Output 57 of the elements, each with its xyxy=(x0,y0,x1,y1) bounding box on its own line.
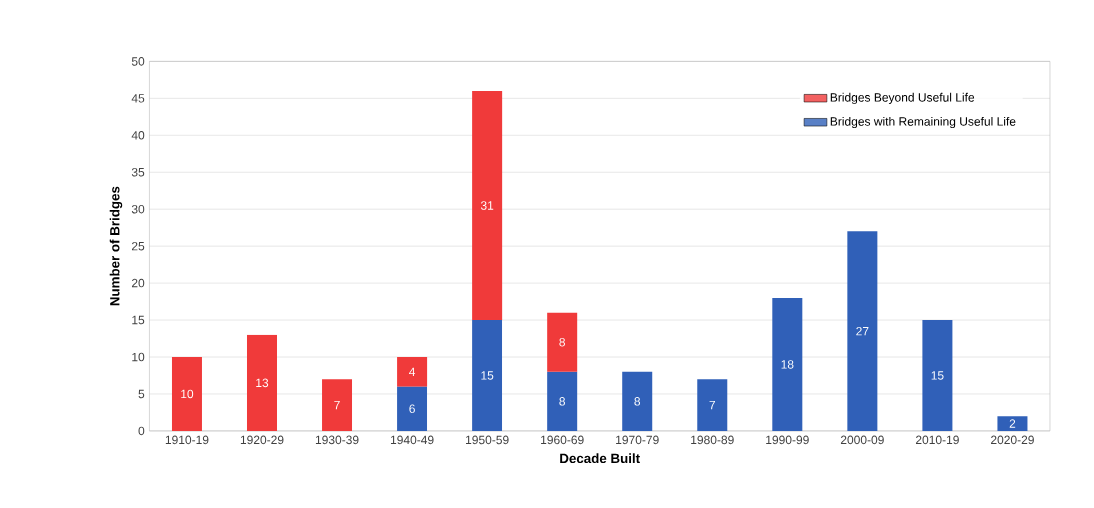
y-tick-label: 25 xyxy=(131,241,145,251)
y-tick-label: 50 xyxy=(131,56,145,66)
data-label: 8 xyxy=(559,337,565,347)
x-tick-label: 1970-79 xyxy=(616,435,659,444)
y-tick-label: 45 xyxy=(131,94,145,103)
data-label: 8 xyxy=(634,396,641,406)
data-label: 31 xyxy=(480,201,494,210)
x-tick-label: 2000-09 xyxy=(840,435,884,444)
bar xyxy=(472,319,503,431)
y-tick-label: 10 xyxy=(132,352,145,362)
data-label: 15 xyxy=(481,371,494,380)
y-tick-label: 40 xyxy=(131,130,145,140)
bar xyxy=(397,356,428,387)
x-tick-label: 1930-39 xyxy=(315,435,359,444)
x-tick-label: 1920-29 xyxy=(240,435,284,444)
x-tick-label: 2020-29 xyxy=(991,435,1034,444)
x-tick-label: 2010-19 xyxy=(915,435,959,444)
data-label: 7 xyxy=(334,400,340,410)
bar xyxy=(397,386,428,431)
data-label: 27 xyxy=(856,326,869,336)
data-label: 7 xyxy=(709,400,715,410)
data-label: 15 xyxy=(931,371,944,380)
data-label: 6 xyxy=(409,404,415,413)
bar xyxy=(997,416,1028,431)
data-label: 4 xyxy=(409,367,416,376)
bar xyxy=(847,231,878,431)
bar xyxy=(547,312,578,372)
bar xyxy=(171,356,202,431)
bar xyxy=(922,319,953,431)
legend-label: Bridges Beyond Useful Life xyxy=(830,92,975,104)
legend-label: Bridges with Remaining Useful Life xyxy=(830,116,1016,128)
data-label: 2 xyxy=(1009,419,1016,428)
x-tick-label: 1960-69 xyxy=(541,435,584,444)
bar xyxy=(472,90,503,320)
bar xyxy=(322,379,353,431)
y-tick-label: 5 xyxy=(138,389,145,399)
bar xyxy=(246,334,278,431)
y-tick-label: 35 xyxy=(131,167,145,177)
y-axis-title: Number of Bridges xyxy=(109,186,123,306)
y-tick-label: 0 xyxy=(138,426,145,436)
y-tick-label: 20 xyxy=(131,278,145,288)
y-tick-label: 30 xyxy=(131,204,145,214)
bar xyxy=(697,379,728,431)
data-label: 8 xyxy=(559,396,565,406)
x-tick-label: 1950-59 xyxy=(466,435,509,444)
bar xyxy=(622,371,653,431)
data-label: 10 xyxy=(181,389,194,399)
x-tick-label: 1910-19 xyxy=(165,435,209,444)
y-tick-label: 15 xyxy=(132,315,145,325)
x-tick-label: 1980-89 xyxy=(691,435,734,444)
x-tick-label: 1940-49 xyxy=(390,435,434,444)
bar xyxy=(772,297,803,431)
bar xyxy=(547,371,578,431)
x-axis-title: Decade Built xyxy=(560,453,640,463)
x-tick-label: 1990-99 xyxy=(766,435,809,444)
data-label: 18 xyxy=(781,360,794,369)
data-label: 13 xyxy=(256,378,269,387)
